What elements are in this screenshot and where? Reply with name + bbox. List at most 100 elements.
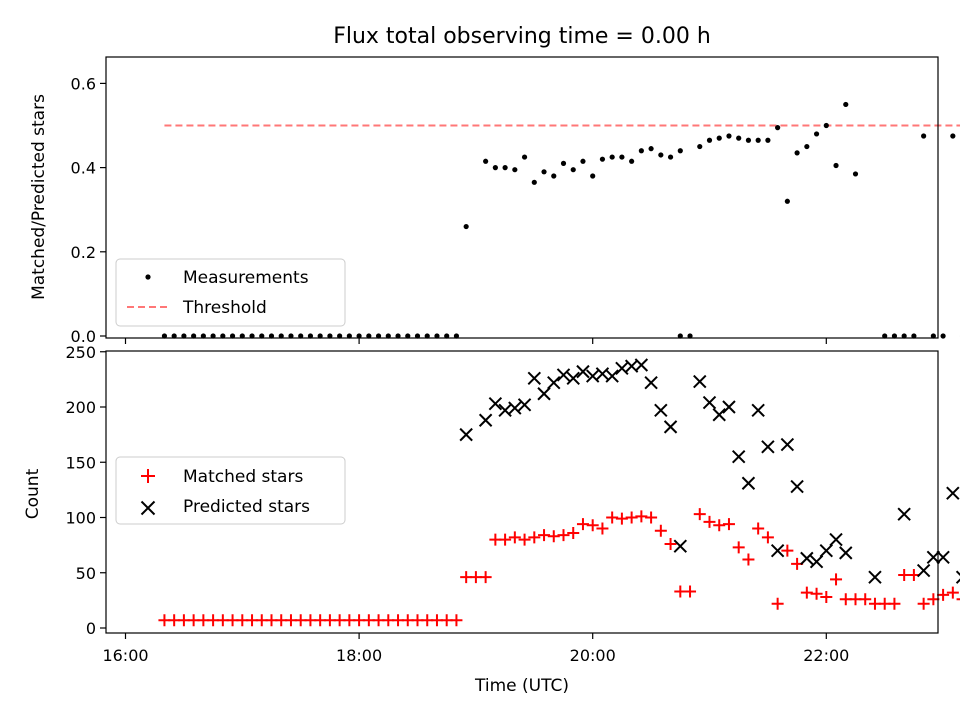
measurement-point	[619, 154, 625, 160]
legend-matched-marker	[141, 469, 155, 483]
measurement-point	[638, 148, 644, 154]
predicted-star-point	[839, 546, 853, 560]
bottom-y-ticks: 0 50 100 150 200 250	[65, 343, 106, 638]
measurement-zero-point	[434, 333, 440, 339]
predicted-star-point	[488, 396, 503, 411]
measurement-zero-point	[298, 333, 304, 339]
measurement-point	[512, 167, 518, 173]
matched-star-point	[956, 598, 960, 601]
predicted-star-point	[800, 551, 814, 566]
measurement-point	[813, 131, 820, 137]
matched-star-point	[820, 591, 833, 604]
predicted-star-point	[537, 387, 551, 401]
measurement-point	[658, 152, 664, 158]
matched-star-point	[810, 587, 823, 600]
measurement-point	[560, 160, 567, 166]
measurement-point	[833, 162, 839, 169]
top-legend-box	[115, 258, 346, 327]
measurement-zero-point	[249, 333, 255, 339]
predicted-star-point	[829, 532, 843, 547]
measurement-point	[755, 137, 761, 143]
measurement-zero-point	[161, 333, 168, 339]
matched-star-point	[888, 597, 901, 610]
predicted-star-point	[955, 570, 960, 584]
matched-star-point	[557, 529, 570, 542]
predicted-star-point	[605, 369, 619, 383]
top-y-ticks: 0.0 0.2 0.4 0.6	[71, 74, 106, 346]
measurement-point	[502, 165, 508, 171]
bottom-y-tick-label: 0	[86, 619, 96, 638]
matched-star-point	[576, 518, 589, 531]
matched-star-point	[518, 533, 531, 546]
predicted-star-point	[527, 371, 542, 385]
predicted-star-point	[576, 364, 590, 379]
bottom-y-tick-label: 50	[76, 564, 96, 583]
matched-star-point	[664, 538, 677, 551]
matched-star-point	[693, 508, 706, 521]
measurement-zero-point	[356, 333, 362, 339]
matched-star-point	[499, 533, 512, 546]
x-tick-label: 16:00	[102, 646, 148, 665]
matched-star-point	[732, 541, 745, 554]
predicted-star-point	[478, 413, 493, 427]
matched-star-point	[635, 510, 648, 523]
predicted-star-point	[897, 507, 911, 521]
measurement-zero-point	[229, 333, 236, 339]
measurement-point	[950, 133, 956, 139]
predicted-star-point	[946, 486, 960, 500]
measurement-zero-point	[317, 333, 323, 339]
measurement-zero-point	[191, 333, 197, 339]
measurement-zero-point	[366, 333, 372, 339]
measurement-point	[551, 173, 557, 179]
predicted-star-point	[936, 550, 950, 564]
measurement-zero-point	[444, 333, 450, 339]
measurement-point	[745, 137, 752, 143]
matched-star-point	[722, 518, 735, 531]
measurement-point	[706, 137, 713, 143]
measurement-zero-point	[414, 333, 421, 339]
matched-star-point	[917, 597, 930, 610]
measurement-zero-point	[220, 333, 226, 339]
predicted-star-point	[722, 400, 736, 414]
matched-star-point	[742, 553, 755, 566]
predicted-star-point	[780, 437, 795, 452]
predicted-star-point	[809, 554, 824, 569]
measurement-zero-point	[278, 333, 284, 339]
measurement-point	[843, 101, 849, 108]
matched-star-point	[703, 515, 716, 528]
measurement-zero-point	[891, 333, 898, 339]
matched-star-point	[761, 531, 774, 544]
predicted-star-point	[673, 539, 688, 553]
bottom-y-tick-label: 250	[65, 343, 96, 362]
chart-title: Flux total observing time = 0.00 h	[333, 24, 711, 49]
predicted-star-point	[654, 403, 668, 418]
legend-threshold-label: Threshold	[182, 298, 267, 318]
measurement-point	[483, 158, 489, 164]
predicted-star-point	[790, 479, 804, 494]
legend-measurements-marker	[145, 274, 151, 280]
legend-matched-label: Matched stars	[183, 467, 303, 487]
measurement-point	[784, 198, 790, 204]
matched-star-point	[946, 586, 959, 599]
predicted-star-point	[731, 450, 746, 464]
matched-star-point	[538, 529, 551, 542]
legend-predicted-label: Predicted stars	[183, 497, 310, 517]
predicted-star-point	[770, 543, 785, 558]
x-tick-label: 18:00	[336, 646, 382, 665]
top-y-axis-label: Matched/Predicted stars	[29, 94, 49, 300]
measurement-point	[804, 143, 810, 150]
measurement-point	[775, 125, 781, 131]
measurement-zero-point	[307, 333, 314, 339]
measurement-point	[590, 173, 596, 179]
predicted-star-point	[508, 401, 522, 415]
measurement-zero-point	[346, 333, 352, 339]
measurement-zero-point	[385, 333, 391, 339]
measurement-zero-point	[375, 333, 382, 339]
measurement-point	[570, 167, 576, 173]
measurement-point	[765, 137, 771, 143]
matched-star-point	[645, 511, 658, 524]
measurement-zero-point	[395, 333, 401, 339]
matched-star-point	[752, 522, 765, 535]
predicted-star-point	[547, 375, 561, 390]
